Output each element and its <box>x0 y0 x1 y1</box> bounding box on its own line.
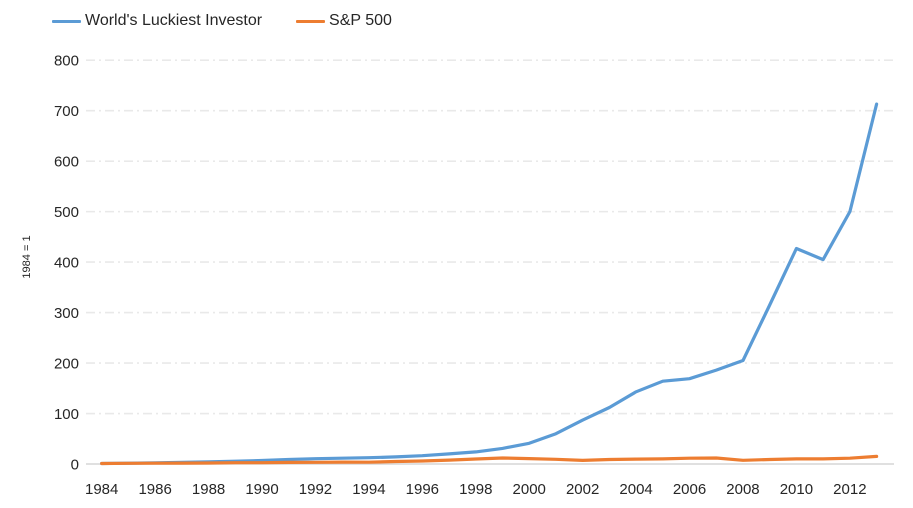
y-tick-label: 700 <box>54 103 79 120</box>
legend-item-sp-500: S&P 500 <box>296 12 392 30</box>
legend-line-swatch-blue-icon <box>52 19 81 23</box>
x-tick-label: 1990 <box>245 481 278 498</box>
x-tick-label: 1994 <box>352 481 385 498</box>
x-tick-label: 2008 <box>726 481 759 498</box>
legend-line-swatch-orange-icon <box>296 19 326 23</box>
y-tick-label: 200 <box>54 355 79 372</box>
y-tick-label: 600 <box>54 153 79 170</box>
x-axis-tick-labels: 1984 1986 1988 1990 1992 1994 1996 1998 2000 2002… <box>85 481 867 498</box>
series-line-world-s-luckiest-investor <box>100 102 879 466</box>
legend-item-worlds-luckiest-investor: World's Luckiest Investor <box>52 12 262 30</box>
y-tick-label: 800 <box>54 52 79 69</box>
x-tick-label: 1992 <box>299 481 332 498</box>
legend-label: World's Luckiest Investor <box>85 12 263 29</box>
x-tick-label: 2000 <box>513 481 546 498</box>
series-line-s-p-500 <box>100 454 879 466</box>
y-tick-label: 0 <box>71 456 79 473</box>
gridlines <box>86 59 894 415</box>
y-tick-label: 400 <box>54 254 79 271</box>
chart-legend: World's Luckiest Investor S&P 500 <box>52 12 392 30</box>
y-tick-label: 100 <box>54 406 79 423</box>
x-tick-label: 2006 <box>673 481 706 498</box>
x-tick-label: 2012 <box>833 481 866 498</box>
x-tick-label: 1984 <box>85 481 118 498</box>
x-tick-label: 1998 <box>459 481 492 498</box>
x-tick-label: 2010 <box>780 481 813 498</box>
x-tick-label: 1986 <box>138 481 171 498</box>
x-tick-label: 1996 <box>406 481 439 498</box>
x-tick-label: 2002 <box>566 481 599 498</box>
x-tick-label: 1988 <box>192 481 225 498</box>
legend-label: S&P 500 <box>329 12 392 29</box>
y-tick-label: 500 <box>54 204 79 221</box>
y-tick-label: 300 <box>54 305 79 322</box>
y-axis-tick-labels: 0 100 200 300 400 500 600 700 800 <box>54 52 79 473</box>
x-tick-label: 2004 <box>619 481 652 498</box>
